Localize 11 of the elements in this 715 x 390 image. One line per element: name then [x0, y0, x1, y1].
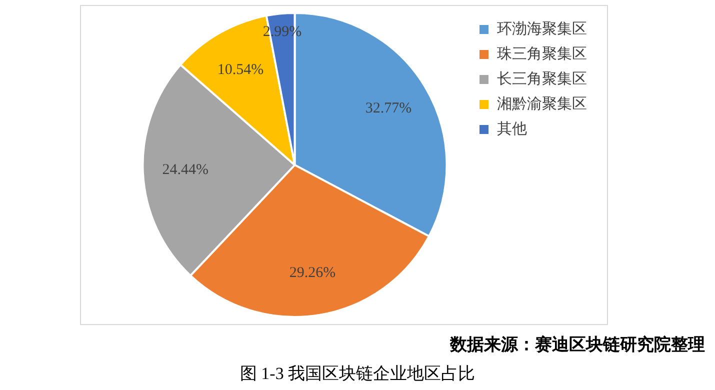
data-label: 24.44%: [162, 162, 209, 178]
data-label: 29.26%: [289, 264, 336, 281]
legend-label: 珠三角聚集区: [497, 45, 587, 62]
text: 图 1-3 我国区块链企业地区占比: [238, 363, 476, 385]
legend-label: 长三角聚集区: [497, 70, 587, 88]
data-label: 10.54%: [217, 62, 264, 78]
source-note: 数据来源：赛迪区块链研究院整理: [450, 334, 705, 356]
legend-label: 环渤海聚集区: [497, 20, 587, 38]
data-label: 32.77%: [365, 100, 412, 117]
legend-label: 湘黔渝聚集区: [497, 95, 587, 112]
legend-label: 其他: [497, 120, 527, 138]
